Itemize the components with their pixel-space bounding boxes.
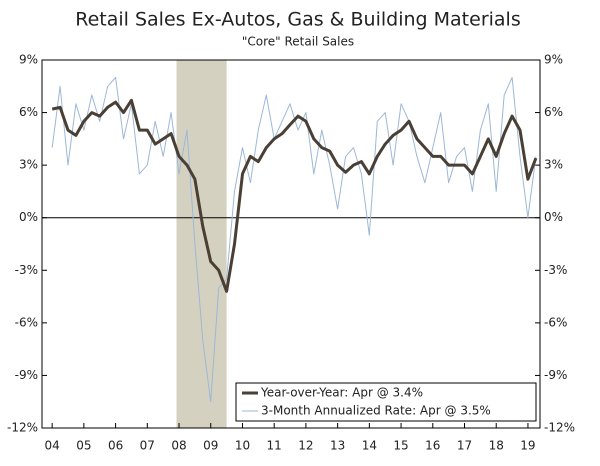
- x-tick-label: 16: [425, 439, 440, 453]
- y-tick-label: 0%: [19, 210, 38, 224]
- series-line: [51, 98, 538, 293]
- y-tick-label: 9%: [19, 53, 38, 67]
- y2-tick-label: -9%: [544, 368, 567, 382]
- x-tick-label: 08: [171, 439, 186, 453]
- legend-box: [235, 382, 537, 422]
- x-tick-label: 19: [520, 439, 535, 453]
- y2-tick-label: -6%: [544, 315, 567, 329]
- legend-label: Year-over-Year: Apr @ 3.4%: [260, 386, 423, 400]
- y-tick-label: 3%: [19, 158, 38, 172]
- x-tick-label: 11: [267, 439, 282, 453]
- x-tick-label: 18: [489, 439, 504, 453]
- x-tick-label: 12: [298, 439, 313, 453]
- y-tick-label: -6%: [15, 315, 38, 329]
- y2-tick-label: -3%: [544, 263, 567, 277]
- y2-tick-label: 9%: [544, 53, 563, 67]
- plot-frame: [41, 59, 541, 429]
- x-tick-label: 04: [45, 439, 60, 453]
- series-line: [51, 77, 537, 403]
- x-tick-label: 06: [108, 439, 123, 453]
- y-tick-label: -9%: [15, 368, 38, 382]
- x-tick-label: 09: [203, 439, 218, 453]
- chart-title: Retail Sales Ex-Autos, Gas & Building Ma…: [75, 9, 520, 31]
- y2-tick-label: -12%: [544, 421, 575, 435]
- y-tick-label: -12%: [7, 421, 38, 435]
- x-tick-label: 07: [140, 439, 155, 453]
- legend-label: 3-Month Annualized Rate: Apr @ 3.5%: [261, 404, 491, 418]
- x-tick-label: 14: [362, 439, 377, 453]
- recession-shade: [176, 60, 227, 428]
- x-tick-label: 10: [235, 439, 250, 453]
- y2-tick-label: 3%: [544, 158, 563, 172]
- y-tick-label: 6%: [19, 105, 38, 119]
- y2-tick-label: 6%: [544, 105, 563, 119]
- y-tick-label: -3%: [15, 263, 38, 277]
- x-tick-label: 05: [76, 439, 91, 453]
- x-tick-label: 13: [330, 439, 345, 453]
- chart-subtitle: "Core" Retail Sales: [242, 35, 354, 49]
- y2-tick-label: 0%: [544, 210, 563, 224]
- x-tick-label: 17: [457, 439, 472, 453]
- x-tick-label: 15: [393, 439, 408, 453]
